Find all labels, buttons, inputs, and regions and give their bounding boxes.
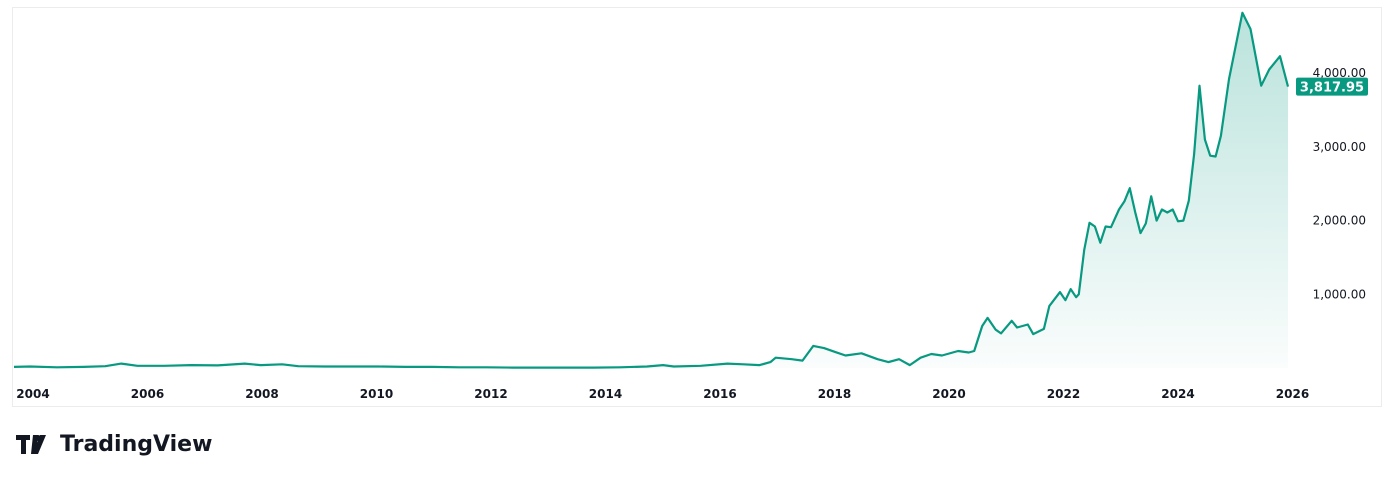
x-tick-label: 2016 [703,387,736,401]
y-tick-label: 4,000.00 [1313,66,1366,80]
chart-frame: 2004 2006 2008 2010 2012 2014 2016 2018 2020 2022… [12,7,1382,407]
x-tick-label: 2014 [589,387,622,401]
x-tick-label: 2024 [1161,387,1194,401]
x-tick-label: 2022 [1047,387,1080,401]
x-tick-label: 2012 [474,387,507,401]
x-tick-label: 2004 [16,387,49,401]
x-tick-label: 2018 [818,387,851,401]
y-tick-label: 2,000.00 [1313,214,1366,228]
area-fill [14,12,1288,369]
x-tick-label: 2010 [360,387,393,401]
x-tick-label: 2008 [245,387,278,401]
last-price-badge [1296,77,1368,96]
x-tick-label: 2026 [1276,387,1309,401]
y-tick-label: 3,000.00 [1313,140,1366,154]
x-tick-label: 2006 [131,387,164,401]
tradingview-logo-icon [16,434,46,454]
logo-text: TradingView [60,432,213,457]
price-line [13,11,1290,369]
last-price-label: 3,817.95 [1300,81,1364,96]
tradingview-logo[interactable]: TradingView [16,432,212,457]
price-chart: 2004 2006 2008 2010 2012 2014 2016 2018 2020 2022… [13,11,1368,401]
y-tick-label: 1,000.00 [1313,287,1366,301]
x-tick-label: 2020 [932,387,965,401]
